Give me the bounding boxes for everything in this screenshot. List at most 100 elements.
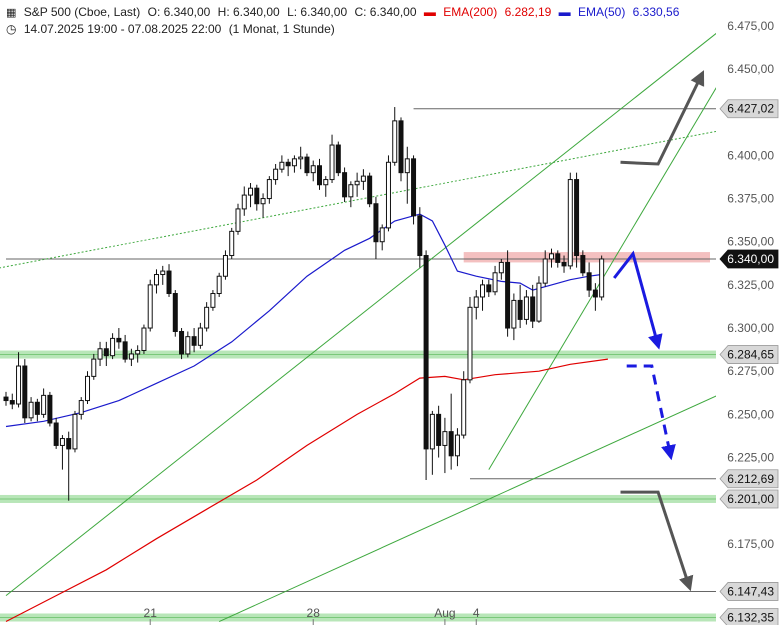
candle-body <box>417 215 423 257</box>
candle <box>367 172 373 208</box>
candle <box>273 164 279 185</box>
candle-body <box>492 272 498 293</box>
candle <box>454 428 460 467</box>
candle-body <box>329 144 335 181</box>
candle <box>599 255 605 301</box>
y-tick-label: 6.250,00 <box>727 407 774 421</box>
candle-body <box>592 289 598 298</box>
candle <box>285 158 291 177</box>
price-tag-shape <box>719 99 779 119</box>
candle-body <box>273 168 279 181</box>
candlestick-icon[interactable]: ▦ <box>6 7 17 19</box>
legend-row-1: ▦ S&P 500 (Cboe, Last) O: 6.340,00 H: 6.… <box>6 5 683 19</box>
candle <box>22 359 28 423</box>
candle-body <box>91 358 97 377</box>
candle-body <box>153 274 159 286</box>
candle <box>254 184 260 211</box>
candle <box>222 250 228 280</box>
candle-body <box>248 187 254 196</box>
candle <box>53 417 59 449</box>
candle <box>260 193 266 218</box>
candle <box>310 160 316 182</box>
candle-body <box>367 175 373 205</box>
candle-body <box>204 306 210 329</box>
price-tag-shape <box>719 345 779 364</box>
candle <box>411 155 417 225</box>
candle-body <box>160 270 166 276</box>
candle <box>128 348 134 367</box>
candle <box>291 155 297 173</box>
resistance-zone <box>463 252 710 263</box>
trendline <box>5 32 716 597</box>
candle-body <box>342 172 348 198</box>
candle <box>561 255 567 273</box>
price-tag-label: 6.201,00 <box>727 492 774 506</box>
candle-body <box>561 261 567 267</box>
candle-body <box>97 348 103 360</box>
candle <box>41 388 47 418</box>
candle <box>404 146 410 204</box>
candle <box>461 371 467 439</box>
candle <box>72 410 78 453</box>
candle <box>323 176 329 197</box>
candle-body <box>379 227 385 243</box>
candle <box>379 224 385 251</box>
candle-body <box>498 261 504 274</box>
candle <box>110 333 116 360</box>
gray-arrow <box>620 70 705 166</box>
candle-body <box>442 431 448 446</box>
candle <box>248 183 254 208</box>
instrument-name[interactable]: S&P 500 (Cboe, Last) <box>23 5 141 19</box>
close-value: C: 6.340,00 <box>354 5 417 19</box>
date-range[interactable]: 14.07.2025 19:00 - 07.08.2025 22:00 <box>23 22 222 36</box>
candle <box>436 405 442 458</box>
candle <box>580 250 586 277</box>
ema200-label[interactable]: EMA(200) <box>443 5 498 19</box>
candle-body <box>197 327 203 346</box>
candle-body <box>448 431 454 457</box>
candle <box>47 391 53 427</box>
ema200-value: 6.282,19 <box>504 5 552 19</box>
price-tag: 6.340,00 <box>719 249 779 269</box>
candle <box>3 391 9 406</box>
candle <box>229 227 235 259</box>
candle-body <box>34 401 40 415</box>
candle <box>429 410 435 475</box>
ema200-swatch: ▬ <box>423 5 436 19</box>
candle-body <box>22 365 28 419</box>
blue-arrow <box>626 364 676 461</box>
candle <box>360 169 366 190</box>
price-tag-label: 6.284,65 <box>727 348 774 362</box>
candle <box>548 248 554 268</box>
candle-body <box>179 330 185 355</box>
ema50-value: 6.330,56 <box>632 5 680 19</box>
candle-body <box>185 336 191 355</box>
candle <box>116 328 122 349</box>
ema50-label[interactable]: EMA(50) <box>577 5 626 19</box>
candle-body <box>467 306 473 381</box>
candle <box>536 276 542 323</box>
candle-body <box>78 400 84 415</box>
candle <box>530 284 536 329</box>
blue-arrow <box>613 250 663 350</box>
candle <box>298 146 304 170</box>
candle-body <box>536 282 542 322</box>
x-tick-label: Aug <box>434 606 455 620</box>
candle-body <box>260 198 266 205</box>
candle <box>473 290 479 320</box>
candle <box>191 328 197 353</box>
candle-body <box>385 161 391 229</box>
price-tag-shape <box>719 249 779 269</box>
candle-body <box>279 161 285 170</box>
price-tag: 6.427,02 <box>719 99 779 119</box>
candle <box>354 172 360 197</box>
candle <box>335 141 341 177</box>
candle-body <box>59 438 65 446</box>
trendline <box>488 87 716 470</box>
candle-body <box>523 296 529 320</box>
price-tag: 6.212,69 <box>719 469 779 489</box>
y-tick-label: 6.450,00 <box>727 62 774 76</box>
candle <box>592 283 598 311</box>
candle-body <box>436 413 442 446</box>
